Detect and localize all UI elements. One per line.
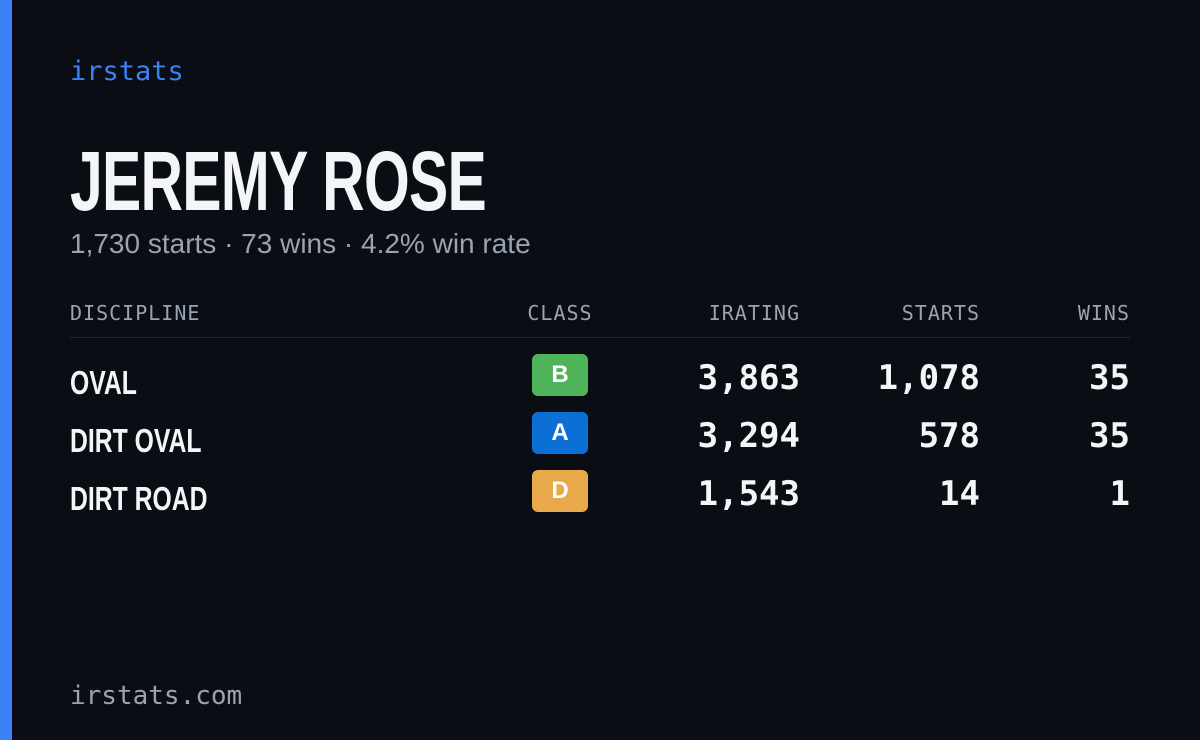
stat-value: 3,863 xyxy=(697,358,800,398)
driver-summary: 1,730 starts · 73 wins · 4.2% win rate xyxy=(70,228,531,259)
column-header: STARTS xyxy=(901,301,980,325)
header-divider xyxy=(70,337,1130,338)
class-badge: A xyxy=(532,412,588,454)
column-header: WINS xyxy=(1077,301,1130,325)
footer: irstats.com xyxy=(70,681,243,711)
stat-value: 1,543 xyxy=(697,474,800,514)
class-badge: B xyxy=(532,354,588,396)
brand: irstats xyxy=(70,56,184,87)
class-badge: D xyxy=(532,470,588,512)
column-header: DISCIPLINE xyxy=(70,301,201,325)
stat-value: 3,294 xyxy=(697,416,800,456)
discipline: DIRT OVAL xyxy=(70,422,202,459)
stat-value: 1 xyxy=(1109,474,1130,514)
stat-value: 14 xyxy=(939,474,980,514)
discipline: DIRT ROAD xyxy=(70,480,208,517)
stat-value: 578 xyxy=(918,416,980,456)
column-header: CLASS xyxy=(527,301,593,325)
accent-stripe xyxy=(0,0,12,740)
stat-value: 35 xyxy=(1089,358,1130,398)
driver-name: JEREMY ROSE xyxy=(70,134,487,228)
column-header: IRATING xyxy=(708,301,800,325)
stat-value: 35 xyxy=(1089,416,1130,456)
stat-value: 1,078 xyxy=(877,358,980,398)
discipline: OVAL xyxy=(70,364,137,401)
